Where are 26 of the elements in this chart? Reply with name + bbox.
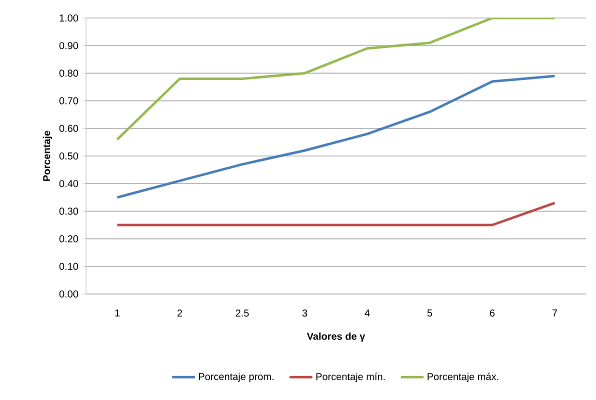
x-tick-label: 4 [364,310,370,316]
x-tick-label: 5 [427,310,432,317]
line-series [116,18,556,141]
y-tick-label: 0.00 [59,290,78,298]
y-tick-label: 0.40 [59,180,78,188]
y-tick-label: 0.80 [59,70,78,77]
y-tick-label: 0.30 [59,208,78,215]
y-tick-label: 0.20 [59,235,78,242]
x-axis-title: Valores de γ [306,332,366,342]
x-tick-label: 3 [302,310,308,317]
legend-label: Porcentaje prom. [198,372,274,382]
y-tick-label: 0.60 [59,124,78,132]
y-tick-label: 0.70 [59,97,78,104]
y-tick-label: 0.50 [59,152,78,160]
x-tick-label: 6 [490,310,495,317]
y-tick-label: 0.90 [59,42,78,50]
y-tick-label: 0.10 [59,262,78,270]
x-tick-label: 7 [552,310,558,316]
legend-label: Porcentaje máx. [428,372,498,382]
line-series [116,74,556,199]
x-tick-label: 1 [115,310,120,316]
y-tick-label: 1.00 [60,14,78,22]
legend-label: Porcentaje mín. [316,372,385,382]
x-tick-label: 2 [177,310,182,317]
y-axis-title: Porcentaje [42,130,52,181]
x-tick-label: 2.5 [236,310,249,317]
